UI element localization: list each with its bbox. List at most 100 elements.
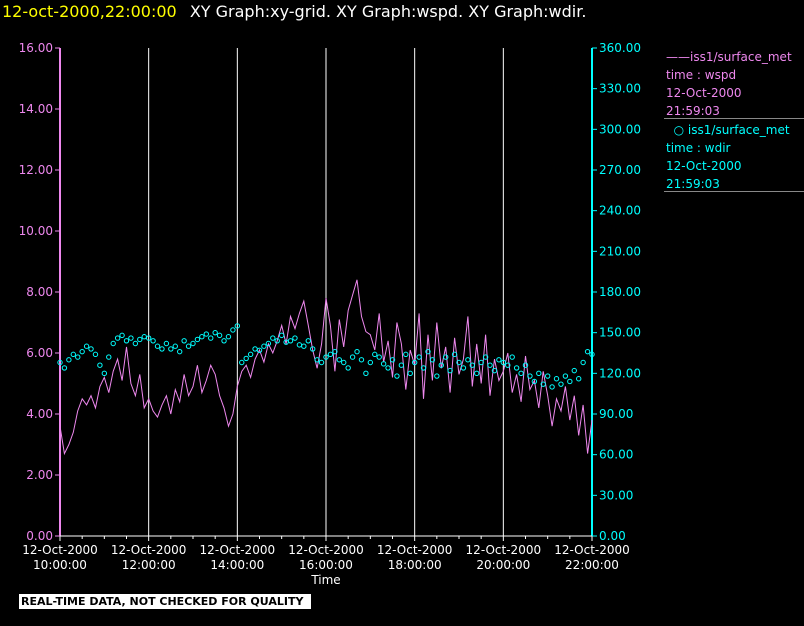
wdir-point (243, 355, 249, 362)
wdir-point (154, 343, 161, 349)
wdir-point (451, 351, 458, 358)
wdir-point (132, 340, 139, 347)
x-tick-date: 12-Oct-2000 (111, 543, 187, 557)
x-tick-time: 12:00:00 (122, 558, 176, 572)
wdir-point (208, 335, 214, 341)
wdir-point (349, 354, 356, 360)
y-right-tick-label: 90.00 (599, 407, 633, 421)
quality-disclaimer: REAL-TIME DATA, NOT CHECKED FOR QUALITY (19, 594, 312, 609)
y-left-tick-label: 10.00 (19, 224, 53, 238)
wdir-point (341, 359, 347, 366)
header-graph-list: XY Graph:xy-grid. XY Graph:wspd. XY Grap… (189, 2, 587, 21)
wdir-point (460, 365, 467, 371)
legend-divider (664, 118, 804, 119)
wdir-point (403, 351, 409, 358)
y-right-tick-label: 240.00 (599, 204, 641, 218)
wdir-point (141, 334, 147, 340)
wdir-point (385, 365, 391, 371)
x-tick-time: 22:00:00 (565, 558, 619, 572)
wdir-point (567, 378, 573, 385)
wdir-point (363, 370, 369, 377)
wdir-point (540, 381, 546, 387)
wdir-point (367, 359, 374, 366)
wdir-point (114, 335, 121, 341)
legend-wspd-variable: time : wspd (666, 68, 737, 82)
legend-wspd-date: 12-Oct-2000 (666, 86, 742, 100)
wdir-point (172, 343, 178, 349)
wdir-point (88, 346, 94, 352)
wdir-point (443, 354, 449, 360)
wdir-point (61, 365, 68, 371)
wdir-point (553, 376, 560, 382)
wdir-point (256, 347, 263, 353)
y-left-tick-label: 12.00 (19, 163, 53, 177)
wdir-point (194, 336, 201, 343)
legend-wspd-source: iss1/surface_met (690, 50, 792, 64)
x-tick-time: 18:00:00 (388, 558, 442, 572)
legend-wdir-date: 12-Oct-2000 (666, 159, 742, 173)
wdir-point (287, 338, 294, 344)
wdir-point (354, 348, 360, 355)
wdir-point (332, 348, 338, 355)
wdir-point (549, 384, 555, 390)
legend-circle-icon: ○ (666, 123, 688, 137)
wdir-point (278, 332, 285, 339)
wdir-point (482, 354, 489, 360)
wdir-point (456, 359, 462, 366)
wdir-point (110, 340, 116, 347)
wdir-point (83, 343, 90, 349)
wdir-point (429, 357, 436, 363)
wdir-point (119, 332, 125, 339)
x-tick-date: 12-Oct-2000 (200, 543, 276, 557)
y-right-tick-label: 330.00 (599, 82, 641, 96)
wdir-point (584, 348, 591, 355)
wdir-point (145, 335, 152, 341)
wdir-point (420, 365, 427, 371)
wdir-point (576, 376, 582, 382)
legend-divider (664, 191, 804, 192)
y-left-tick-label: 8.00 (26, 285, 53, 299)
wdir-point (562, 373, 569, 379)
x-tick-time: 14:00:00 (210, 558, 264, 572)
wdir-point (536, 370, 542, 377)
wdir-point (203, 331, 210, 337)
wdir-point (425, 348, 431, 355)
wdir-point (247, 351, 254, 358)
wdir-point (168, 346, 174, 352)
wdir-point (380, 361, 387, 367)
wdir-point (310, 346, 316, 352)
wdir-point (70, 351, 77, 358)
wdir-point (398, 362, 405, 368)
y-right-tick-label: 0.00 (599, 529, 626, 543)
wdir-point (123, 338, 130, 344)
wdir-point (185, 343, 192, 349)
legend-wdir-time: 21:59:03 (666, 177, 720, 191)
wdir-point (411, 359, 418, 366)
wdir-point (487, 362, 493, 368)
x-tick-date: 12-Oct-2000 (288, 543, 364, 557)
wdir-point (372, 351, 378, 358)
wdir-point (589, 351, 595, 358)
wdir-point (199, 334, 205, 340)
wdir-point (66, 357, 72, 363)
wdir-point (150, 338, 156, 344)
wdir-point (522, 362, 529, 368)
wdir-point (571, 367, 577, 374)
wdir-point (305, 338, 311, 344)
wdir-point (75, 354, 81, 360)
wdir-point (137, 336, 143, 343)
wdir-point (57, 359, 63, 366)
wdir-point (225, 334, 232, 340)
y-right-tick-label: 210.00 (599, 244, 641, 258)
header-timestamp: 12-oct-2000,22:00:00 (2, 2, 177, 21)
wdir-point (358, 357, 365, 363)
wdir-point (296, 342, 303, 348)
x-tick-time: 16:00:00 (299, 558, 353, 572)
y-left-tick-label: 2.00 (26, 468, 53, 482)
wdir-point (216, 332, 223, 339)
x-axis-label: Time (310, 573, 340, 587)
wdir-point (438, 362, 444, 368)
wdir-point (513, 365, 520, 371)
y-right-tick-label: 60.00 (599, 448, 633, 462)
